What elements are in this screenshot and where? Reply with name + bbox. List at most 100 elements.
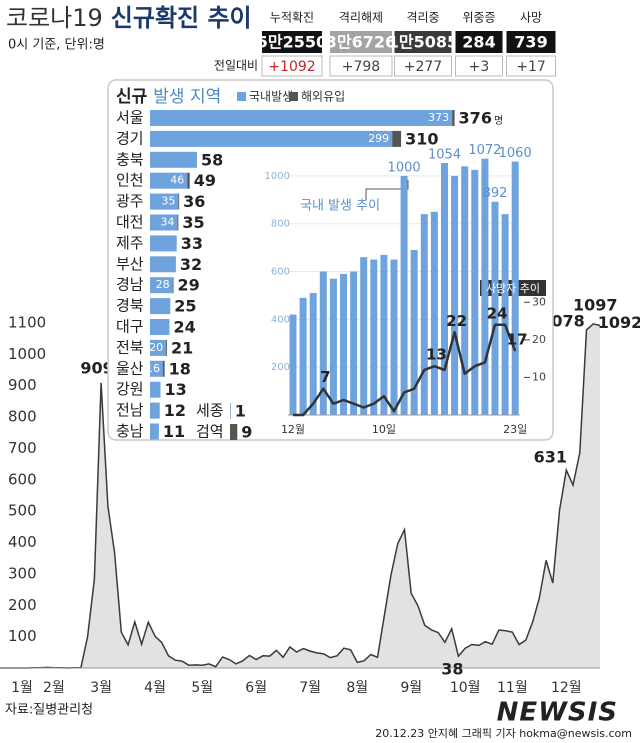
y-tick-label: 1100 [8, 314, 46, 332]
x-tick-label: 12월 [551, 680, 582, 696]
value-label: 909 [80, 358, 113, 377]
stat-label: 사망 [520, 11, 542, 25]
bar-domestic [230, 403, 231, 419]
x-tick-label: 12월 [281, 423, 305, 436]
trend-chart: 200 400 600 800 1000 10 20 30 12월 10일 23일 1000 1054 1… [265, 143, 546, 436]
region-title-b: 발생 지역 [153, 87, 221, 107]
total-label: 376 [459, 109, 492, 128]
bar-value-label: 1000 [388, 160, 421, 175]
total-label: 58 [201, 150, 223, 169]
y-tick-label: 800 [8, 408, 37, 426]
death-line [293, 323, 517, 417]
bar [350, 271, 358, 415]
change-box [329, 55, 393, 77]
bar [451, 175, 459, 415]
stat-label: 격리해제 [339, 11, 383, 25]
line-value-label: 7 [320, 368, 330, 386]
x-tick-label: 23일 [503, 422, 527, 436]
region-name: 경기 [116, 129, 144, 147]
bar-domestic [150, 402, 160, 419]
y-tick-label: 900 [8, 376, 37, 394]
y-tick-label: 300 [8, 564, 37, 582]
bar [370, 259, 378, 415]
value-label: 1092 [598, 313, 640, 332]
region-name: 울산 [116, 359, 144, 377]
bar-inner-label: 28 [156, 278, 170, 291]
y-tick-label: 400 [8, 533, 37, 551]
total-label: 24 [173, 318, 195, 337]
y-tick-label: 600 [271, 267, 290, 278]
change-label: 전일대비 [214, 59, 258, 73]
stat-value: 3만6726 [326, 33, 396, 52]
region-name: 검역 [196, 423, 224, 441]
bar-domestic [150, 130, 393, 147]
bar-inner-label: 16 [146, 362, 160, 375]
x-tick-label: 2월 [43, 680, 65, 696]
bar-inner-label: 299 [368, 132, 389, 145]
bar-inner-label: 373 [428, 111, 449, 124]
bar-domestic [150, 214, 178, 231]
y-tick-label: 700 [8, 439, 37, 457]
bar-overseas [178, 193, 180, 210]
x-tick-label: 1월 [11, 680, 33, 696]
stat-value: 1만5085 [388, 33, 458, 52]
bar-domestic [150, 339, 167, 356]
bar-domestic [150, 423, 159, 440]
region-name: 부산 [116, 255, 144, 273]
region-name: 인천 [116, 171, 144, 189]
bar [390, 259, 398, 415]
total-label: 18 [169, 359, 191, 378]
value-label: 38 [441, 660, 463, 679]
total-label: 1 [235, 402, 246, 421]
stat-value: 739 [514, 33, 547, 52]
region-name: 대구 [116, 318, 144, 336]
bar [481, 158, 489, 415]
change-value: +277 [404, 59, 442, 75]
bar-domestic [150, 193, 179, 210]
legend-swatch [289, 92, 298, 101]
total-label: 9 [241, 423, 252, 442]
total-label: 310 [405, 129, 438, 148]
bar-overseas [166, 339, 168, 356]
line-value-label: 22 [446, 312, 467, 330]
bar [471, 169, 479, 415]
change-value: +17 [516, 59, 546, 75]
bar-value-label: 1054 [428, 147, 461, 162]
bar-overseas [162, 360, 165, 377]
stat-box [330, 31, 392, 53]
line-value-label: 17 [507, 331, 528, 349]
region-name: 경남 [116, 276, 144, 294]
x-tick-label: 6월 [245, 680, 267, 696]
bar [441, 162, 448, 415]
bar-overseas [392, 130, 402, 147]
x-tick-label: 3월 [90, 680, 112, 696]
bar-inner-label: 46 [170, 174, 184, 187]
x-tick-label: 10월 [450, 680, 481, 696]
bar [329, 278, 337, 415]
region-name: 세종 [196, 402, 224, 420]
x-tick-label: 10일 [372, 422, 396, 436]
change-value: +3 [469, 59, 490, 75]
x-tick-label: 8월 [346, 680, 368, 696]
region-name: 전북 [116, 338, 144, 356]
bar-value-label: 1060 [499, 146, 532, 161]
y2-tick-label: 30 [532, 295, 546, 308]
change-value: +798 [342, 59, 380, 75]
y-tick-label: 800 [271, 219, 290, 230]
bar-domestic [150, 319, 170, 335]
bar-overseas [187, 172, 190, 189]
y-tick-label: 200 [8, 596, 37, 614]
bar [511, 161, 519, 415]
bar [299, 297, 307, 415]
y-tick-label: 1000 [8, 345, 46, 363]
line-value-label: 13 [426, 346, 447, 364]
stat-label: 격리중 [406, 11, 439, 25]
stat-box [394, 31, 452, 53]
bar [319, 271, 327, 415]
bar [400, 175, 408, 415]
bar-domestic [150, 256, 176, 273]
region-name: 제주 [116, 234, 144, 252]
bar-overseas [452, 110, 455, 126]
line-series-label: 사망자 추이 [486, 282, 540, 295]
